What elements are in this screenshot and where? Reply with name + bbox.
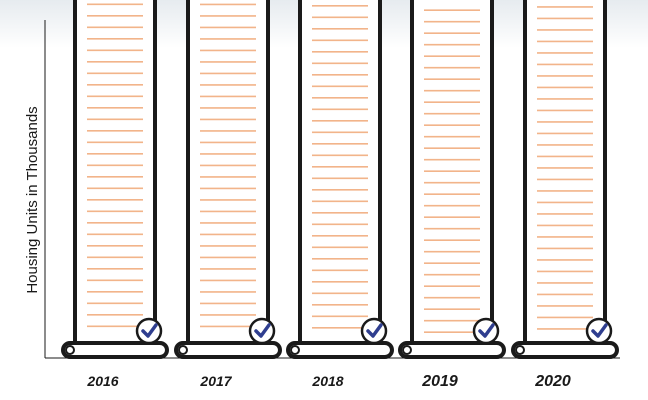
checkmark-circle-icon xyxy=(360,317,388,345)
bars-layer: 1,19020161,32020171,33920181,461^20191,4… xyxy=(61,0,619,390)
scroll-curl xyxy=(290,345,300,355)
bar-scroll-2017: 1,3202017 xyxy=(174,0,282,389)
x-tick-label: 2020 xyxy=(534,373,571,390)
y-axis-label: Housing Units in Thousands xyxy=(24,106,41,293)
scroll-base xyxy=(398,341,506,359)
bar-scroll-2016: 1,1902016 xyxy=(61,0,169,389)
scroll-base xyxy=(174,341,282,359)
scroll-curl xyxy=(65,345,75,355)
bar-scroll-2019: 1,461^2019 xyxy=(398,0,506,390)
x-tick-label: 2016 xyxy=(86,373,118,389)
bar-scroll-2018: 1,3392018 xyxy=(286,0,394,389)
scroll-curl xyxy=(402,345,412,355)
bar xyxy=(523,0,607,343)
x-tick-label: 2018 xyxy=(311,373,343,389)
scroll-base xyxy=(286,341,394,359)
checkmark-circle-icon xyxy=(248,317,276,345)
checkmark-circle-icon xyxy=(585,317,613,345)
checkmark-circle-icon xyxy=(472,317,500,345)
scroll-base xyxy=(511,341,619,359)
bar-scroll-2020: 1,402**2020 xyxy=(511,0,619,390)
x-tick-label: 2019 xyxy=(421,373,458,390)
checkmark-circle-icon xyxy=(135,317,163,345)
scroll-base xyxy=(61,341,169,359)
x-tick-label: 2017 xyxy=(199,373,232,389)
scroll-curl xyxy=(178,345,188,355)
scroll-curl xyxy=(515,345,525,355)
